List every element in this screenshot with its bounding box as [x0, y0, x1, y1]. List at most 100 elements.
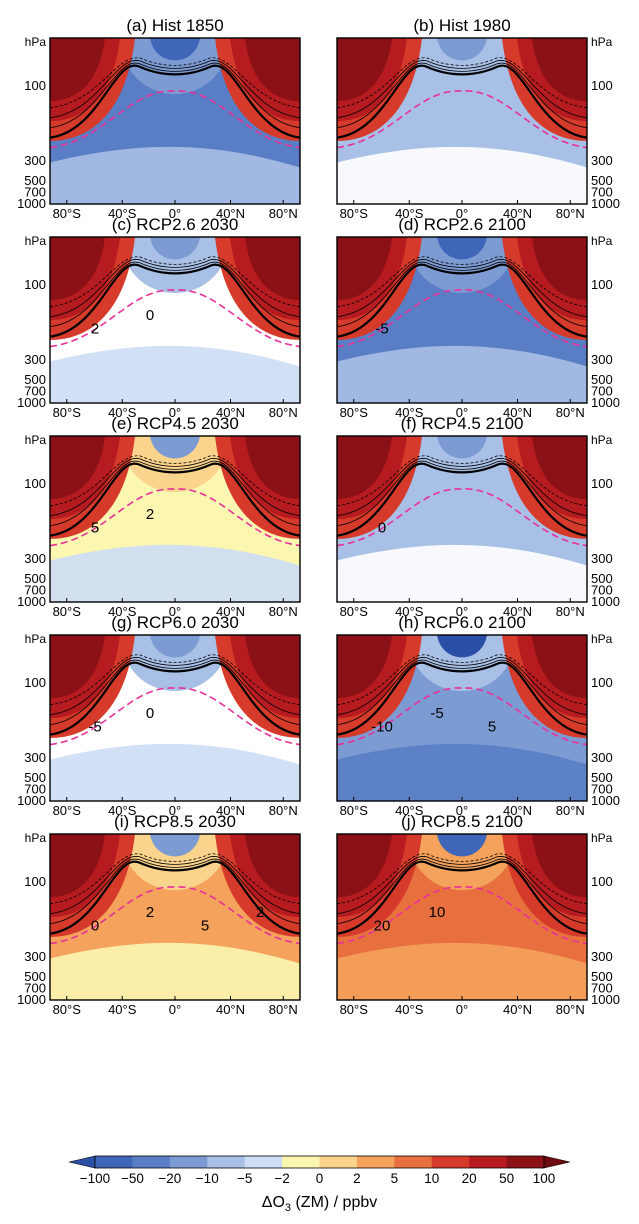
- x-tick-label: 80°N: [556, 206, 585, 221]
- stratosphere-fill: [50, 436, 105, 500]
- contour-line: [49, 858, 301, 925]
- contour-label: -5: [430, 705, 443, 722]
- x-tick-label: 40°N: [216, 405, 245, 420]
- y-tick-label: 500: [24, 969, 46, 984]
- lower-troposphere-fill: [50, 942, 300, 1000]
- x-tick-label: 40°S: [108, 405, 137, 420]
- tropical-core-inner-fill: [437, 38, 487, 61]
- stratosphere-fill: [337, 436, 392, 500]
- contour-line: [49, 256, 301, 308]
- tropical-core-fill: [120, 38, 230, 95]
- y-tick-label: 700: [24, 383, 46, 398]
- x-tick-label: 80°N: [269, 405, 298, 420]
- y-tick-label: 500: [591, 571, 613, 586]
- x-tick-label: 40°N: [503, 803, 532, 818]
- y-tick-label: 700: [591, 582, 613, 597]
- x-tick-label: 80°N: [556, 405, 585, 420]
- x-tick-label: 80°N: [269, 206, 298, 221]
- contour-line: [49, 657, 301, 716]
- y-tick-label: 700: [591, 980, 613, 995]
- y-axis-unit: hPa: [591, 632, 613, 646]
- tropopause-line: [49, 488, 301, 547]
- lower-troposphere-fill: [50, 544, 300, 602]
- x-tick-label: 80°S: [340, 206, 369, 221]
- colorbar-frame: [94, 1155, 545, 1169]
- panel-title: (h) RCP6.0 2100: [398, 613, 526, 632]
- y-tick-label: 300: [24, 551, 46, 566]
- panel-title: (a) Hist 1850: [126, 16, 223, 35]
- panel-title: (f) RCP4.5 2100: [401, 414, 524, 433]
- x-tick-label: 80°S: [53, 1002, 82, 1017]
- contour-line: [336, 60, 588, 119]
- contour-line: [49, 853, 301, 905]
- stratosphere-fill: [532, 38, 587, 102]
- contour-line: [336, 661, 588, 736]
- tropical-core-fill: [407, 237, 517, 294]
- panel-9: (j) RCP8.5 2100 20 10 80°S 40°S 0° 40°N 80°N hPa…: [336, 812, 620, 1017]
- x-tick-label: 40°N: [216, 206, 245, 221]
- x-tick-label: 0°: [456, 803, 468, 818]
- contour-line: [336, 263, 588, 338]
- x-tick-label: 40°S: [395, 604, 424, 619]
- contour-line: [49, 455, 301, 507]
- stratosphere-fill: [532, 436, 587, 500]
- panel-title: (b) Hist 1980: [413, 16, 510, 35]
- x-tick-label: 0°: [169, 405, 181, 420]
- stratosphere-fill: [245, 834, 300, 898]
- x-tick-label: 80°N: [556, 1002, 585, 1017]
- contour-line: [49, 462, 301, 537]
- contour-label: 0: [146, 705, 154, 722]
- y-tick-label: 300: [591, 949, 613, 964]
- colorbar-tick-label: −2: [274, 1171, 289, 1186]
- stratosphere-fill: [50, 38, 105, 102]
- y-tick-label: 700: [591, 781, 613, 796]
- x-tick-label: 0°: [169, 1002, 181, 1017]
- colorbar-tick-label: 10: [424, 1171, 439, 1186]
- x-tick-label: 80°S: [340, 405, 369, 420]
- y-tick-label: 300: [24, 750, 46, 765]
- y-tick-label: 100: [24, 476, 46, 491]
- contour-line: [336, 259, 588, 318]
- panel-0: (a) Hist 1850 80°S 40°S 0° 40°N 80°N hPa 100 300…: [17, 16, 301, 221]
- tropopause-line: [336, 289, 588, 348]
- colorbar-segment: [394, 1156, 433, 1168]
- x-tick-label: 0°: [456, 1002, 468, 1017]
- tropical-core-fill: [120, 436, 230, 493]
- tropical-core-inner-fill: [150, 635, 200, 658]
- y-tick-label: 500: [24, 173, 46, 188]
- contour-line: [336, 858, 588, 925]
- tropopause-line: [49, 886, 301, 945]
- contour-line: [336, 261, 588, 328]
- tropopause-line: [336, 687, 588, 746]
- y-axis-unit: hPa: [591, 35, 613, 49]
- contour-label: 0: [146, 307, 154, 324]
- y-tick-label: 500: [591, 770, 613, 785]
- contour-line: [336, 654, 588, 706]
- x-tick-label: 0°: [456, 206, 468, 221]
- contour-label: 0: [378, 519, 386, 536]
- x-tick-label: 80°S: [53, 604, 82, 619]
- y-tick-label: 100: [24, 675, 46, 690]
- stratosphere-fill: [337, 237, 392, 301]
- panel-2: (c) RCP2.6 2030 2 0 80°S 40°S 0° 40°N 80°N hPa 10…: [17, 215, 301, 420]
- y-tick-label: 1000: [591, 992, 620, 1007]
- y-tick-label: 700: [24, 184, 46, 199]
- colorbar-segment: [282, 1156, 320, 1168]
- lower-troposphere-fill: [50, 743, 300, 801]
- contour-label: -10: [371, 718, 393, 735]
- y-tick-label: 300: [591, 551, 613, 566]
- tropopause-line: [49, 289, 301, 348]
- contour-line: [49, 460, 301, 527]
- x-tick-label: 40°N: [216, 604, 245, 619]
- colorbar-segment: [431, 1156, 470, 1168]
- y-tick-label: 500: [24, 571, 46, 586]
- colorbar-tick-label: −50: [121, 1171, 144, 1186]
- stratosphere-fill: [50, 237, 105, 301]
- colorbar-segment: [356, 1156, 395, 1168]
- tropical-core-inner-fill: [437, 237, 487, 260]
- y-tick-label: 300: [24, 949, 46, 964]
- y-tick-label: 1000: [591, 793, 620, 808]
- lower-troposphere-fill: [337, 942, 587, 1000]
- x-tick-label: 80°S: [340, 604, 369, 619]
